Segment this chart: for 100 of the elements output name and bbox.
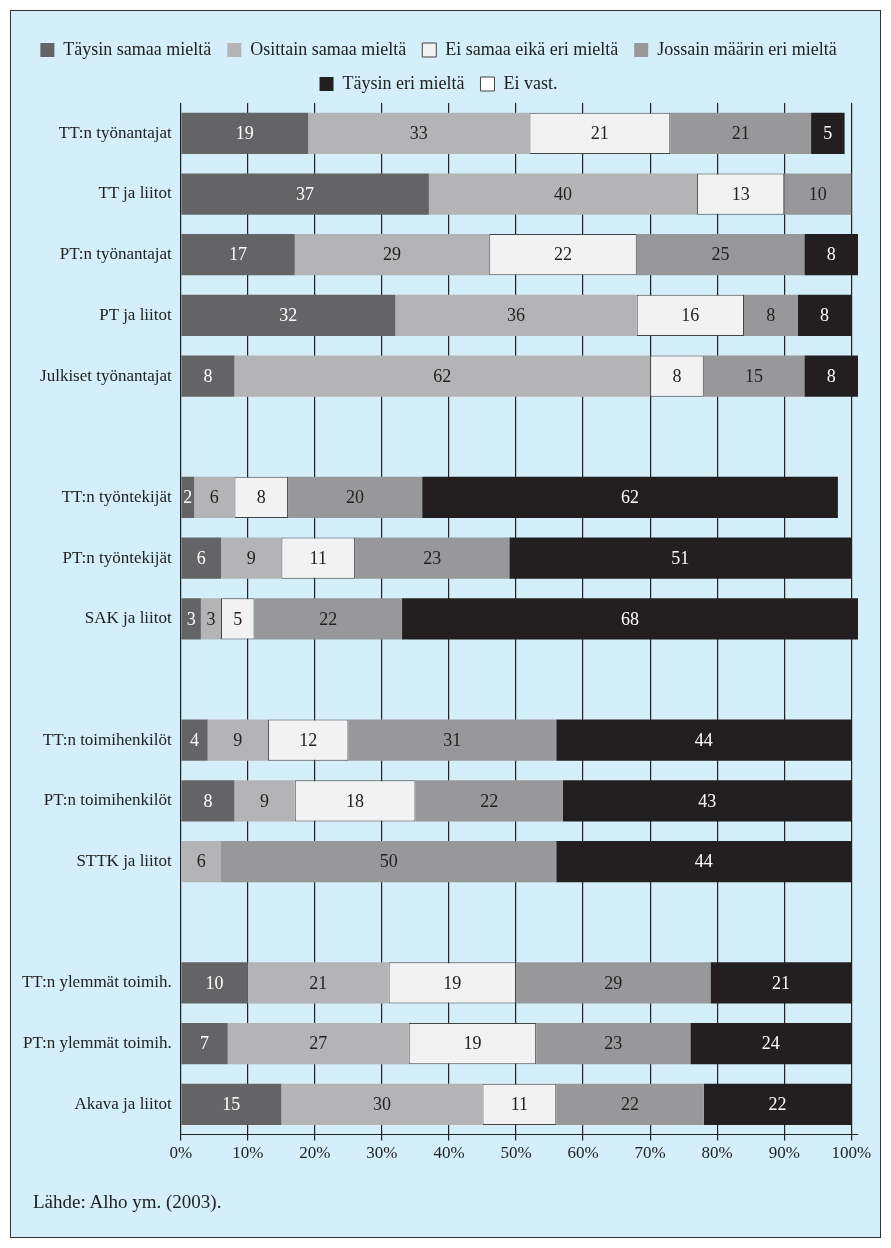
data-label: 9 <box>246 547 256 568</box>
legend-label: Täysin samaa mieltä <box>63 38 212 59</box>
x-tick-label: 40% <box>433 1143 465 1163</box>
bar <box>536 1022 691 1065</box>
x-tick-label: 10% <box>232 1143 264 1163</box>
x-tick-label: 80% <box>701 1143 733 1163</box>
data-label: 3 <box>186 608 196 629</box>
data-label: 51 <box>671 547 690 568</box>
bar <box>181 962 248 1004</box>
bar <box>355 537 510 579</box>
bar <box>744 294 798 337</box>
data-label: 3 <box>206 608 216 629</box>
data-label: 13 <box>731 183 750 204</box>
bar <box>254 598 403 640</box>
x-tick-label: 30% <box>366 1143 398 1163</box>
data-label: 31 <box>443 729 462 750</box>
data-label: 7 <box>200 1033 210 1054</box>
y-tick-label: Julkiset työnantajat <box>40 365 173 385</box>
bar <box>428 173 698 215</box>
bar <box>288 476 423 519</box>
data-label: 29 <box>382 244 401 265</box>
data-label: 21 <box>731 123 750 144</box>
y-tick-label: TT:n työnantajat <box>58 122 173 142</box>
legend-label: Ei vast. <box>503 72 558 93</box>
legend-label: Ei samaa eikä eri mieltä <box>445 38 619 59</box>
data-label: 16 <box>681 305 700 326</box>
bar <box>181 537 221 579</box>
data-label: 33 <box>409 123 428 144</box>
bar <box>207 719 268 761</box>
data-label: 9 <box>233 729 243 750</box>
data-label: 6 <box>196 851 206 872</box>
data-label: 19 <box>235 123 254 144</box>
data-label: 22 <box>768 1093 787 1114</box>
y-tick-label: TT ja liitot <box>98 183 173 203</box>
bar <box>181 598 201 640</box>
data-label: 19 <box>463 1033 482 1054</box>
bar <box>415 780 563 822</box>
bar <box>348 719 557 761</box>
data-label: 5 <box>233 608 243 629</box>
data-label: 21 <box>590 123 609 144</box>
data-label: 6 <box>209 487 219 508</box>
data-label: 12 <box>299 729 318 750</box>
data-label: 21 <box>309 972 328 993</box>
bar <box>247 962 389 1004</box>
data-label: 43 <box>698 790 717 811</box>
data-label: 40 <box>553 183 572 204</box>
data-label: 23 <box>423 547 442 568</box>
data-label: 30 <box>372 1093 391 1114</box>
bar <box>181 1022 228 1065</box>
y-tick-label: STTK ja liitot <box>76 851 173 870</box>
data-label: 2 <box>183 487 193 508</box>
x-tick-label: 20% <box>299 1143 331 1163</box>
bar <box>395 294 637 337</box>
bar <box>181 840 221 883</box>
bar <box>556 1083 704 1125</box>
data-label: 22 <box>553 244 572 265</box>
bar <box>227 1022 409 1065</box>
data-label: 10 <box>205 972 224 993</box>
bar <box>181 234 295 276</box>
y-tick-label: PT:n työnantajat <box>59 244 173 264</box>
y-tick-label: TT:n ylemmät toimih. <box>21 972 172 992</box>
text: Lähde: Alho ym. (2003). <box>33 1191 222 1213</box>
data-label: 32 <box>279 305 298 326</box>
y-tick-label: PT:n työntekijät <box>62 547 173 567</box>
legend-label: Osittain samaa mieltä <box>250 38 407 59</box>
data-label: 15 <box>222 1093 241 1114</box>
data-label: 23 <box>604 1033 623 1054</box>
data-label: 10 <box>808 183 827 204</box>
data-label: 8 <box>826 244 836 265</box>
data-label: 4 <box>189 729 199 750</box>
bar <box>200 598 221 640</box>
data-label: 50 <box>379 851 398 872</box>
bar <box>181 476 195 519</box>
data-label: 11 <box>510 1093 529 1114</box>
bar <box>516 962 711 1004</box>
data-label: 15 <box>745 365 764 386</box>
data-label: 21 <box>771 972 790 993</box>
data-label: 8 <box>203 365 213 386</box>
bar <box>703 355 805 397</box>
x-tick-label: 70% <box>634 1143 666 1163</box>
data-label: 8 <box>672 365 682 386</box>
legend-label: Jossain määrin eri mieltä <box>657 38 837 59</box>
bar <box>294 234 490 276</box>
data-label: 22 <box>480 790 499 811</box>
x-tick-label: 60% <box>567 1143 599 1163</box>
x-tick-label: 90% <box>768 1143 800 1163</box>
data-label: 20 <box>346 487 365 508</box>
data-label: 19 <box>443 972 462 993</box>
data-label: 6 <box>196 547 206 568</box>
data-label: 37 <box>296 183 315 204</box>
data-label: 62 <box>621 487 640 508</box>
bar <box>811 112 845 154</box>
data-label: 68 <box>621 608 640 629</box>
bar <box>281 1083 483 1125</box>
data-label: 8 <box>203 790 213 811</box>
bar <box>181 1083 282 1125</box>
bar <box>194 476 235 519</box>
bar <box>181 355 235 397</box>
data-label: 8 <box>826 365 836 386</box>
data-label: 8 <box>766 305 776 326</box>
